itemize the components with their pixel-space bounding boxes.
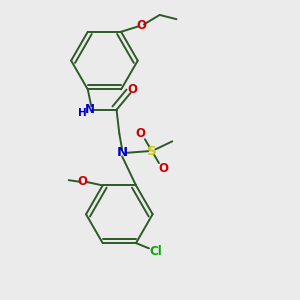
Text: O: O [136,127,146,140]
Text: O: O [127,83,137,96]
Text: Cl: Cl [149,245,162,258]
Text: N: N [117,146,128,159]
Text: N: N [85,103,95,116]
Text: O: O [158,162,168,175]
Text: O: O [136,19,146,32]
Text: S: S [147,145,157,158]
Text: H: H [78,108,87,118]
Text: O: O [78,176,88,188]
